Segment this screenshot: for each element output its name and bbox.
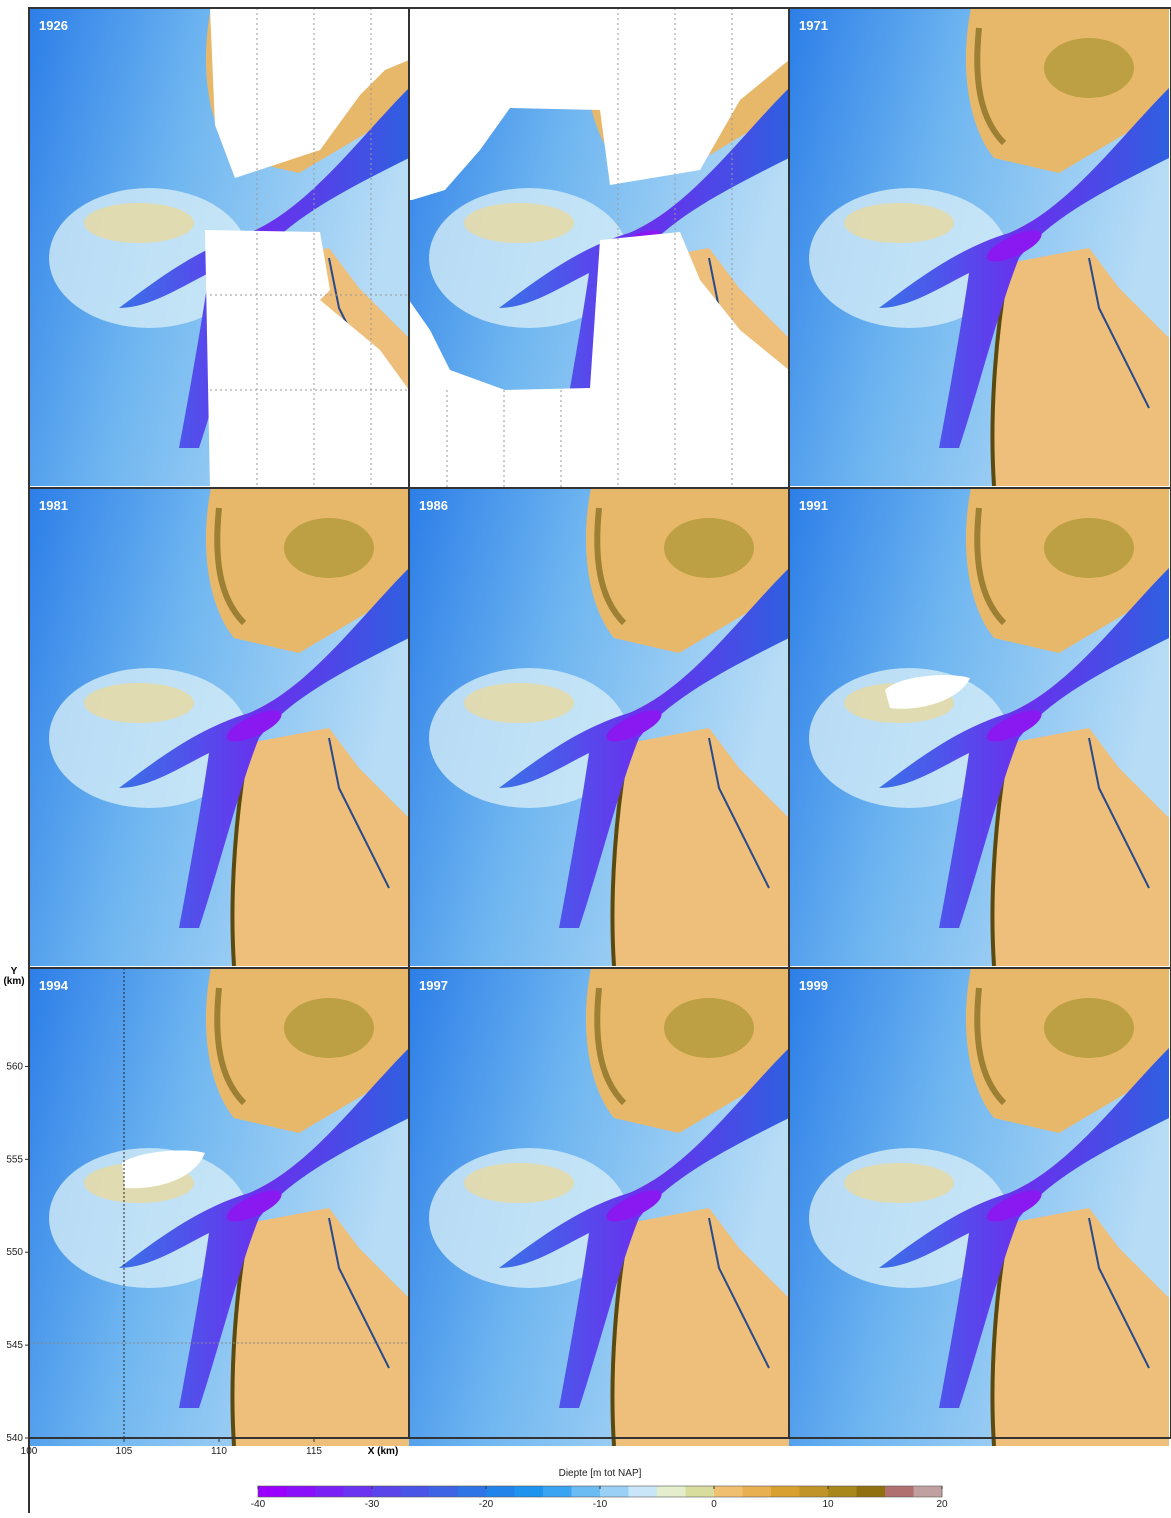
x-tick-label: 115 bbox=[306, 1446, 322, 1457]
map-panel bbox=[29, 488, 409, 966]
colorbar-tick-label: -10 bbox=[593, 1499, 608, 1510]
x-axis-label: X (km) bbox=[368, 1446, 399, 1457]
colorbar-tick-label: -40 bbox=[251, 1499, 266, 1510]
colorbar-segment bbox=[828, 1486, 857, 1497]
colorbar-segment bbox=[515, 1486, 544, 1497]
colorbar-segment bbox=[600, 1486, 629, 1497]
colorbar-segment bbox=[771, 1486, 800, 1497]
year-label: 1926 bbox=[39, 18, 68, 33]
colorbar-segment bbox=[486, 1486, 515, 1497]
year-label: 1991 bbox=[799, 498, 828, 513]
colorbar-segment bbox=[914, 1486, 943, 1497]
x-tick-label: 100 bbox=[21, 1446, 38, 1457]
colorbar-title: Diepte [m tot NAP] bbox=[559, 1468, 642, 1479]
year-label: 1994 bbox=[39, 978, 69, 993]
map-panel bbox=[409, 968, 789, 1446]
y-axis-label: (km) bbox=[3, 976, 24, 987]
y-tick-label: 555 bbox=[6, 1154, 23, 1165]
colorbar-tick-label: -20 bbox=[479, 1499, 494, 1510]
year-label: 1986 bbox=[419, 498, 448, 513]
colorbar-segment bbox=[800, 1486, 829, 1497]
year-label: 1981 bbox=[39, 498, 68, 513]
colorbar-segment bbox=[344, 1486, 373, 1497]
colorbar-segment bbox=[372, 1486, 401, 1497]
colorbar-segment bbox=[287, 1486, 316, 1497]
figure: 192619481971198119861991199419971999 Y (… bbox=[0, 0, 1171, 1513]
x-tick-label: 110 bbox=[211, 1446, 227, 1457]
colorbar-segment bbox=[572, 1486, 601, 1497]
x-tick-label: 105 bbox=[116, 1446, 133, 1457]
colorbar-segment bbox=[429, 1486, 458, 1497]
colorbar-segment bbox=[315, 1486, 344, 1497]
colorbar-tick-label: 0 bbox=[711, 1499, 717, 1510]
panels bbox=[29, 8, 1171, 1513]
colorbar-segment bbox=[857, 1486, 886, 1497]
y-tick-label: 550 bbox=[6, 1247, 23, 1258]
colorbar-segment bbox=[543, 1486, 572, 1497]
colorbar-segment bbox=[743, 1486, 772, 1497]
colorbar-tick-label: 20 bbox=[936, 1499, 948, 1510]
year-label: 1948 bbox=[419, 18, 448, 33]
map-panel bbox=[789, 8, 1169, 486]
colorbar-segment bbox=[714, 1486, 743, 1497]
colorbar-segment bbox=[629, 1486, 658, 1497]
colorbar-segment bbox=[657, 1486, 686, 1497]
map-panel bbox=[409, 488, 789, 966]
colorbar-segment bbox=[686, 1486, 715, 1497]
colorbar: Diepte [m tot NAP] -40 -30 -20 -10 0 10 20 bbox=[251, 1468, 948, 1510]
y-tick-label: 545 bbox=[6, 1340, 23, 1351]
y-tick-label: 560 bbox=[6, 1061, 23, 1072]
colorbar-segment bbox=[258, 1486, 287, 1497]
year-label: 1971 bbox=[799, 18, 828, 33]
year-label: 1999 bbox=[799, 978, 828, 993]
map-panel bbox=[789, 968, 1169, 1446]
map-panel bbox=[789, 488, 1169, 966]
colorbar-segment bbox=[401, 1486, 430, 1497]
year-label: 1997 bbox=[419, 978, 448, 993]
y-tick-label: 540 bbox=[6, 1433, 23, 1444]
map-panel bbox=[29, 968, 409, 1446]
colorbar-segment bbox=[885, 1486, 914, 1497]
colorbar-segment bbox=[458, 1486, 487, 1497]
colorbar-tick-label: -30 bbox=[365, 1499, 380, 1510]
colorbar-tick-label: 10 bbox=[822, 1499, 834, 1510]
